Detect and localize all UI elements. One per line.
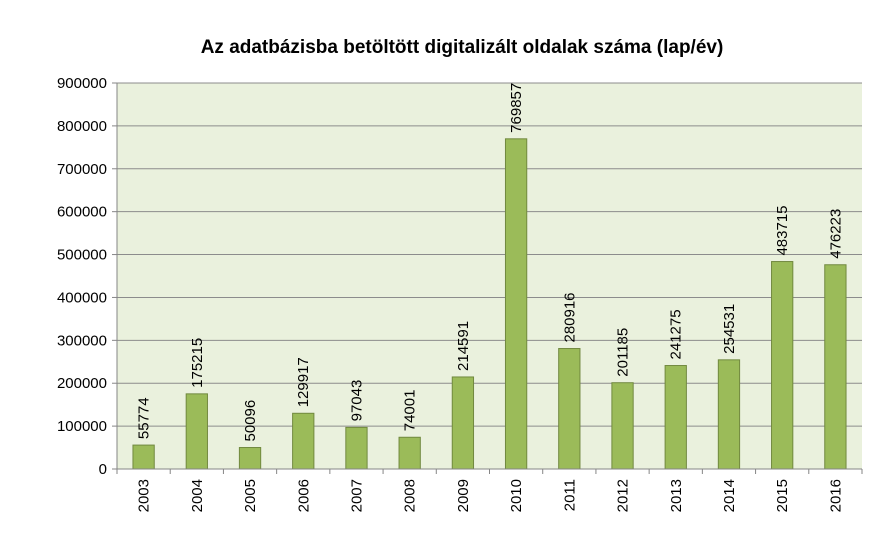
- y-tick-label: 700000: [57, 161, 107, 178]
- data-label: 214591: [455, 321, 472, 371]
- data-label: 241275: [668, 309, 685, 359]
- x-tick-label: 2003: [136, 479, 153, 512]
- x-tick-label: 2013: [668, 479, 685, 512]
- x-tick-label: 2007: [348, 479, 365, 512]
- data-label: 50096: [242, 400, 259, 442]
- y-tick-label: 100000: [57, 418, 107, 435]
- bar: [238, 447, 262, 470]
- data-label: 280916: [561, 292, 578, 342]
- bar: [558, 348, 581, 470]
- chart-title: Az adatbázisba betöltött digitalizált ol…: [201, 37, 724, 58]
- data-label: 483715: [774, 205, 791, 255]
- x-tick-label: 2009: [455, 479, 472, 512]
- y-tick-label: 400000: [57, 289, 107, 306]
- y-tick-label: 500000: [57, 247, 107, 264]
- bar: [185, 393, 208, 470]
- data-label: 254531: [721, 304, 738, 354]
- y-axis: 0 100000 200000 300000 400000 500000 600000 700…: [57, 75, 118, 478]
- data-label: 769857: [508, 83, 525, 133]
- bar: [717, 359, 741, 470]
- bar: [345, 426, 368, 470]
- y-tick-label: 900000: [57, 75, 107, 92]
- data-label: 74001: [402, 390, 419, 432]
- x-axis: 2003 2004 2005 2006 2007 2008 2009 2010 2011 2012…: [116, 468, 863, 512]
- x-tick-label: 2014: [721, 479, 738, 512]
- x-tick-label: 2015: [774, 479, 791, 512]
- y-tick-label: 200000: [57, 375, 107, 392]
- data-label: 129917: [295, 357, 312, 407]
- gridlines: [117, 82, 862, 427]
- x-tick-label: 2006: [295, 479, 312, 512]
- x-tick-label: 2011: [561, 479, 578, 511]
- y-tick-label: 600000: [57, 204, 107, 221]
- bar: [504, 138, 528, 470]
- x-tick-label: 2010: [508, 479, 525, 512]
- bar: [451, 376, 475, 470]
- y-tick-label: 0: [99, 461, 107, 478]
- x-tick-label: 2016: [827, 479, 844, 512]
- y-tick-label: 300000: [57, 332, 107, 349]
- data-label: 55774: [136, 397, 153, 439]
- data-label: 476223: [827, 209, 844, 259]
- bars: [132, 138, 847, 470]
- y-tick-label: 800000: [57, 118, 107, 135]
- bar: [664, 365, 687, 470]
- bar: [292, 412, 315, 470]
- x-tick-label: 2004: [189, 479, 206, 512]
- x-tick-label: 2005: [242, 479, 259, 512]
- bar: [824, 264, 847, 470]
- x-tick-label: 2012: [615, 479, 632, 512]
- bar: [771, 261, 794, 470]
- bar: [398, 436, 421, 470]
- data-label: 175215: [189, 338, 206, 388]
- x-tick-label: 2008: [402, 479, 419, 512]
- data-label: 201185: [615, 328, 632, 377]
- bar: [132, 444, 155, 470]
- plot-area: [117, 83, 862, 469]
- bar: [611, 382, 634, 470]
- data-labels: 55774 175215 50096 129917 97043 74001 214591 76…: [136, 83, 845, 442]
- data-label: 97043: [348, 380, 365, 422]
